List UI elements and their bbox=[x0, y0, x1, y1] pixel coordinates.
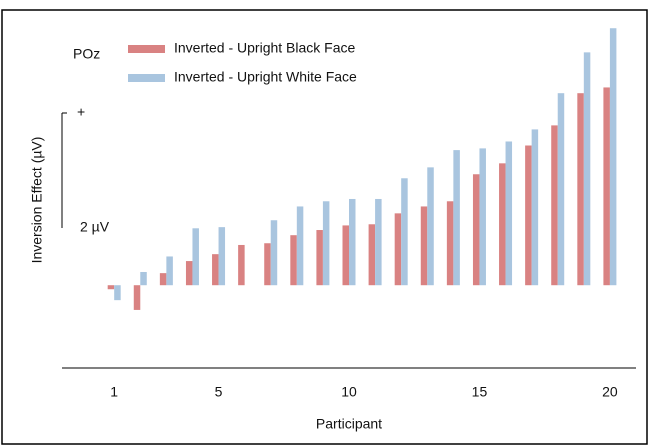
x-tick-label: 15 bbox=[472, 384, 488, 400]
bar bbox=[531, 129, 539, 286]
bar bbox=[551, 125, 558, 286]
bar bbox=[525, 145, 532, 286]
bar bbox=[238, 244, 245, 286]
x-tick-label: 5 bbox=[215, 384, 223, 400]
bar bbox=[218, 227, 226, 286]
bar bbox=[114, 285, 121, 301]
bar bbox=[322, 201, 330, 286]
bar bbox=[557, 93, 565, 286]
bar bbox=[446, 201, 454, 286]
bar bbox=[140, 271, 147, 286]
bar bbox=[472, 174, 480, 286]
bar bbox=[368, 224, 376, 286]
bar bbox=[296, 206, 304, 286]
bar bbox=[505, 141, 513, 286]
annotation: POz bbox=[73, 46, 100, 62]
bar bbox=[349, 198, 356, 286]
bar bbox=[192, 228, 199, 286]
bar bbox=[290, 235, 297, 286]
bar bbox=[185, 261, 193, 286]
bar bbox=[401, 178, 408, 286]
bar bbox=[394, 213, 402, 286]
x-tick-label: 10 bbox=[341, 384, 357, 400]
bar bbox=[577, 93, 584, 286]
x-axis-label: Participant bbox=[316, 416, 382, 432]
y-axis-label: Inversion Effect (µV) bbox=[29, 137, 45, 264]
bar bbox=[603, 87, 610, 286]
bar bbox=[316, 230, 323, 286]
bar bbox=[159, 273, 167, 286]
bar bbox=[453, 150, 460, 286]
legend-label: Inverted - Upright White Face bbox=[174, 69, 357, 85]
bar bbox=[133, 285, 141, 310]
x-tick-label: 1 bbox=[110, 384, 118, 400]
bar bbox=[264, 243, 271, 286]
legend-swatch bbox=[128, 45, 165, 53]
scale-bar-sign: + bbox=[77, 104, 85, 120]
scale-bar-label: 2 µV bbox=[80, 219, 110, 235]
bar bbox=[342, 225, 349, 286]
x-tick-label: 20 bbox=[602, 384, 618, 400]
bar bbox=[479, 148, 486, 286]
bar bbox=[270, 220, 278, 286]
bar bbox=[375, 198, 382, 286]
bar bbox=[427, 167, 434, 286]
bar bbox=[583, 52, 591, 286]
bar bbox=[212, 254, 219, 286]
legend-swatch bbox=[128, 74, 165, 82]
bar bbox=[107, 285, 115, 290]
bar bbox=[166, 256, 173, 286]
bar bbox=[420, 206, 428, 286]
bar bbox=[499, 163, 506, 286]
bar bbox=[609, 28, 617, 286]
frame bbox=[1, 9, 648, 445]
legend-label: Inverted - Upright Black Face bbox=[174, 40, 356, 56]
